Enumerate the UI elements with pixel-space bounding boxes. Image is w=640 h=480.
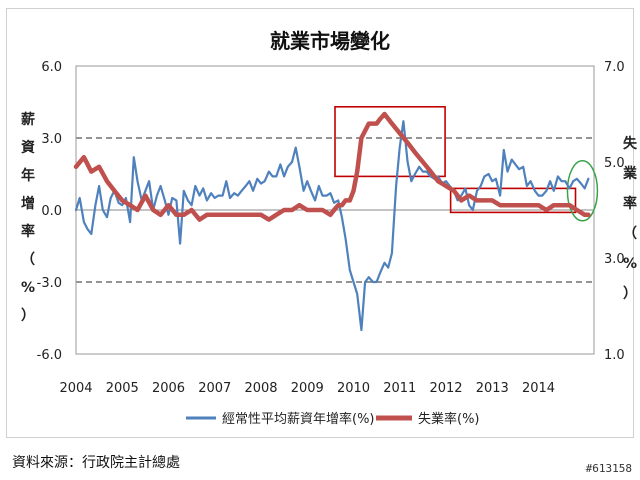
right-axis-label-char: （ [623,226,637,242]
x-tick-label: 2014 [522,381,555,396]
left-tick-label: 3.0 [41,132,62,147]
highlight-box-2013 [449,187,577,214]
right-axis-label-char: 率 [623,195,637,212]
right-axis-label-char: 失 [623,135,638,152]
highlight-box-2010 [334,106,446,178]
right-axis-label-char: 業 [622,165,638,182]
right-tick-label: 7.0 [604,60,625,75]
x-tick-label: 2010 [337,381,370,396]
right-tick-label: 1.0 [604,348,625,363]
right-axis-label-char: ） [623,286,637,302]
left-tick-label: -6.0 [37,348,62,363]
left-axis-label-char: 率 [21,223,35,240]
left-tick-label: 0.0 [41,204,62,219]
salary-growth-line [74,120,590,332]
right-tick-label: 5.0 [604,156,625,171]
x-tick-label: 2008 [244,381,277,396]
left-tick-label: 6.0 [41,60,62,75]
x-tick-label: 2005 [106,381,139,396]
x-tick-label: 2012 [429,381,462,396]
left-axis-label-char: 增 [21,195,35,212]
left-tick-label: -3.0 [37,276,62,291]
right-tick-label: 3.0 [604,252,625,267]
chart-frame [6,8,634,438]
x-tick-label: 2007 [198,381,231,396]
legend-label-salary: 經常性平均薪資年增率(%) [222,411,375,427]
source-note: 資料來源：行政院主計總處 [12,455,180,471]
left-axis-label-char: ） [21,308,35,324]
left-axis-label-char: 年 [21,167,35,184]
x-tick-label: 2011 [383,381,416,396]
left-axis-label-char: （ [21,252,35,268]
left-axis-label-char: 資 [21,139,35,156]
chart-title: 就業市場變化 [270,29,390,53]
highlight-ellipse [566,160,599,222]
right-axis-label-char: % [623,256,637,272]
x-tick-label: 2004 [59,381,92,396]
x-tick-label: 2013 [476,381,509,396]
x-tick-label: 2009 [291,381,324,396]
left-axis-label-char: % [21,280,35,296]
x-tick-label: 2006 [152,381,185,396]
unemployment-line [73,111,591,222]
left-axis-label-char: 薪 [21,111,35,128]
legend-label-unemployment: 失業率(%) [418,411,480,427]
photo-id: #613158 [585,462,632,475]
